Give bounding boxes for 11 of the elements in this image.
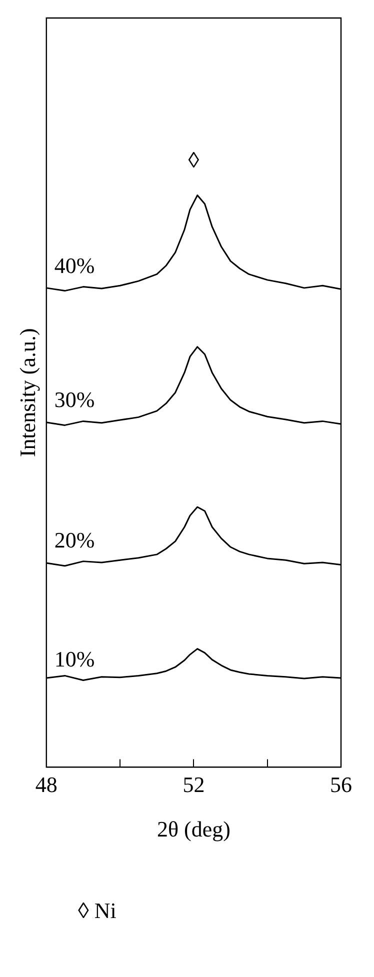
series-label: 40% [54,252,95,278]
series-label: 20% [54,527,95,552]
y-axis-title: Intensity (a.u.) [14,328,40,458]
x-tick-label: 56 [330,772,352,798]
x-axis-title: 2θ (deg) [156,816,230,842]
x-tick-label: 48 [35,772,58,798]
series-label: 10% [54,646,95,672]
text: ◊ [188,147,200,172]
x-tick-label: 52 [182,772,205,798]
series-label: 30% [54,387,95,412]
text: ◊ Ni [78,898,118,924]
